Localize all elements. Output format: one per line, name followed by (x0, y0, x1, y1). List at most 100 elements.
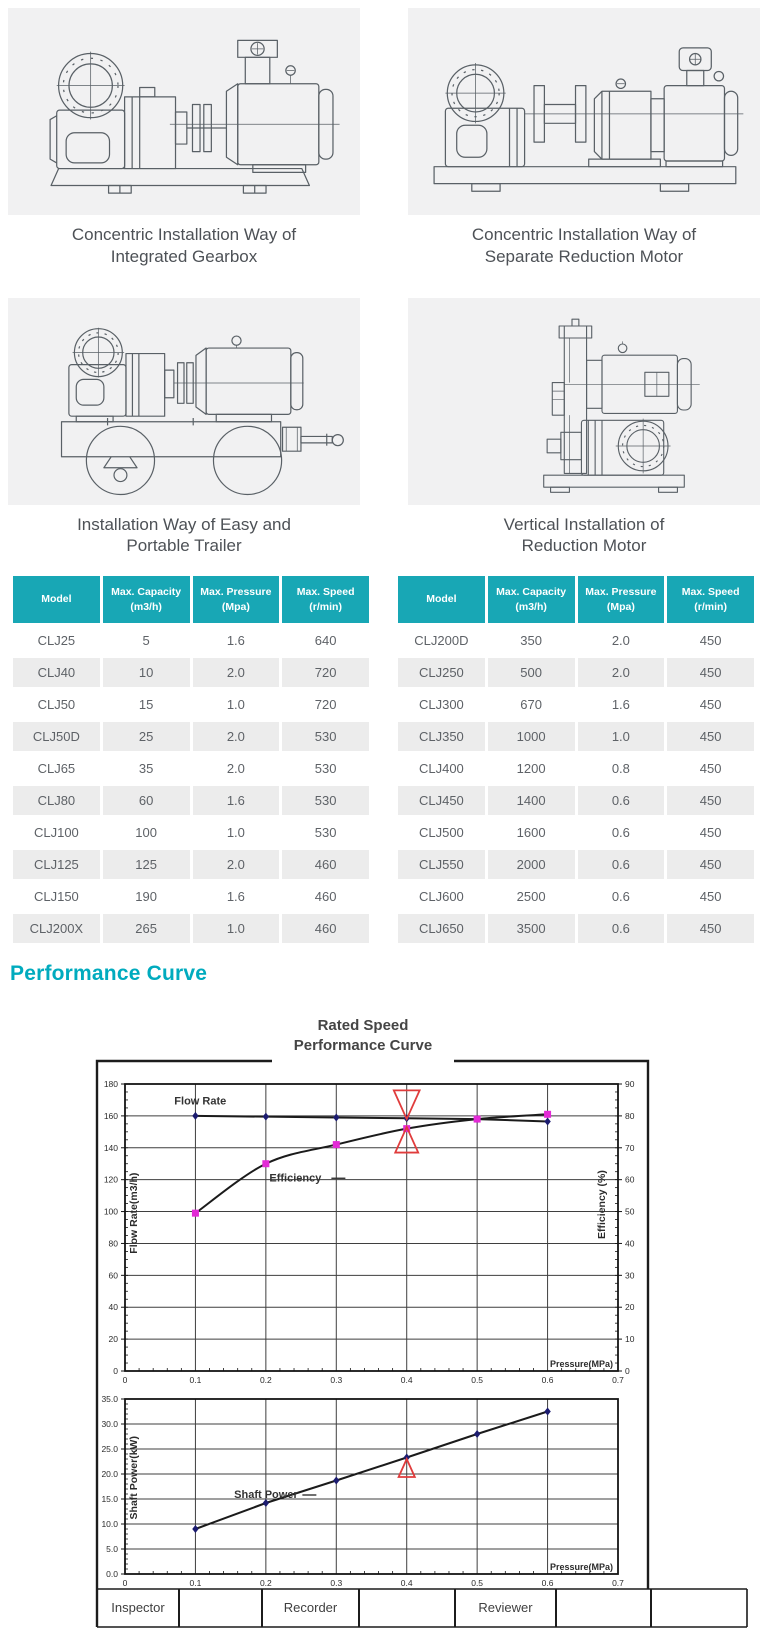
x-tick-label: 0.5 (471, 1578, 483, 1588)
column-header: Max. Capacity (m3/h) (487, 576, 575, 623)
y-tick-label-left: 0 (113, 1366, 118, 1376)
spec-cell: 1.6 (192, 626, 280, 655)
table-header: Model Max. Capacity (m3/h) Max. Pressure (Mp… (398, 576, 754, 623)
spec-cell: 35 (102, 754, 190, 783)
spec-cell: 450 (667, 658, 754, 687)
spec-table-right: Model Max. Capacity (m3/h) Max. Pressure (Mp… (395, 573, 757, 946)
spec-cell: CLJ400 (398, 754, 485, 783)
vertical-reduction-motor-pump-drawing (543, 318, 700, 493)
data-point-diamond (544, 1407, 551, 1416)
spec-cell: 1.0 (577, 722, 665, 751)
spec-cell: 450 (667, 626, 754, 655)
data-point-square (473, 1115, 481, 1123)
spec-cell: 450 (667, 690, 754, 719)
figure-image-box (408, 297, 760, 505)
spec-cell: 1.6 (192, 882, 280, 911)
spec-cell: 2.0 (577, 626, 665, 655)
spec-cell: CLJ550 (398, 850, 485, 879)
y-tick-label-left: 35.0 (101, 1394, 118, 1404)
x-tick-label: 0.7 (612, 1578, 624, 1588)
spec-cell: 530 (282, 786, 369, 815)
spec-cell: CLJ650 (398, 914, 485, 943)
spec-cell: CLJ450 (398, 786, 485, 815)
data-point-diamond (192, 1111, 199, 1120)
spec-cell: CLJ600 (398, 882, 485, 911)
figure-caption: Installation Way of Easy and Portable Tr… (8, 514, 360, 558)
red-triangle-marker (393, 1124, 420, 1154)
table-row: CLJ150 190 1.6 460 (13, 882, 369, 911)
spec-cell: CLJ125 (13, 850, 100, 879)
x-tick-label: 0.7 (612, 1375, 624, 1385)
y-tick-label-left: 25.0 (101, 1444, 118, 1454)
signature-cell-recorder: Recorder (284, 1600, 338, 1615)
installation-figures: Concentric Installation Way of Integrate… (0, 0, 770, 557)
spec-cell: 450 (667, 850, 754, 879)
x-tick-label: 0.3 (330, 1375, 342, 1385)
data-point-square (191, 1209, 199, 1217)
spec-cell: 1.6 (192, 786, 280, 815)
caption-line: Portable Trailer (126, 536, 242, 556)
caption-line: Concentric Installation Way of (471, 225, 697, 244)
chart-title-line: Performance Curve (293, 1037, 433, 1055)
x-tick-label: 0.3 (330, 1578, 342, 1588)
spec-cell: 2.0 (192, 850, 280, 879)
y-tick-label-left: 140 (104, 1143, 118, 1153)
x-axis-title: Pressure(MPa) (550, 1359, 613, 1369)
caption-line: Reduction Motor (521, 536, 647, 556)
spec-cell: 2000 (487, 850, 575, 879)
spec-cell: CLJ40 (13, 658, 100, 687)
y-axis-title-right: Efficiency (%) (596, 1170, 608, 1239)
table-row: CLJ50D 25 2.0 530 (13, 722, 369, 751)
spec-cell: 0.6 (577, 882, 665, 911)
spec-cell: CLJ250 (398, 658, 485, 687)
table-row: CLJ550 2000 0.6 450 (398, 850, 754, 879)
y-tick-label-left: 40 (109, 1302, 119, 1312)
table-row: CLJ80 60 1.6 530 (13, 786, 369, 815)
y-tick-label-right: 20 (625, 1302, 635, 1312)
y-tick-label-left: 80 (109, 1238, 119, 1248)
table-row: CLJ65 35 2.0 530 (13, 754, 369, 783)
spec-cell: 60 (102, 786, 190, 815)
caption-line: Concentric Installation Way of (71, 225, 297, 244)
spec-cell: CLJ200D (398, 626, 485, 655)
y-tick-label-right: 40 (625, 1238, 635, 1248)
spec-cell: 640 (282, 626, 369, 655)
x-tick-label: 0.4 (401, 1375, 413, 1385)
data-point-diamond (333, 1476, 340, 1485)
y-tick-label-left: 0.0 (106, 1569, 118, 1579)
spec-cell: 720 (282, 658, 369, 687)
spec-tables: Model Max. Capacity (m3/h) Max. Pressure (Mp… (0, 573, 770, 946)
figure-portable-trailer: Installation Way of Easy and Portable Tr… (8, 297, 360, 558)
column-header: Max. Pressure (Mpa) (577, 576, 665, 623)
y-tick-label-right: 0 (625, 1366, 630, 1376)
spec-cell: CLJ100 (13, 818, 100, 847)
y-axis-title-left: Flow Rate(m3/h) (128, 1173, 140, 1254)
y-tick-label-right: 30 (625, 1270, 635, 1280)
table-row: CLJ600 2500 0.6 450 (398, 882, 754, 911)
red-triangle-marker (392, 1089, 422, 1122)
spec-cell: 5 (102, 626, 190, 655)
x-tick-label: 0.5 (471, 1375, 483, 1385)
spec-cell: CLJ500 (398, 818, 485, 847)
performance-curve-chart: 0 0.1 0.2 0.3 0.4 0.5 0.6 0.7020406080100120140… (95, 1059, 748, 1628)
spec-cell: 350 (487, 626, 575, 655)
spec-cell: CLJ65 (13, 754, 100, 783)
x-tick-label: 0.1 (190, 1375, 202, 1385)
spec-cell: 100 (102, 818, 190, 847)
spec-cell: 1000 (487, 722, 575, 751)
spec-cell: 450 (667, 786, 754, 815)
series-line-efficiency (194, 1113, 548, 1214)
spec-cell: 1.0 (192, 690, 280, 719)
caption-line: Vertical Installation of (503, 514, 665, 534)
y-tick-label-left: 20.0 (101, 1469, 118, 1479)
spec-cell: CLJ350 (398, 722, 485, 751)
separate-reduction-motor-pump-drawing (433, 46, 744, 192)
y-tick-label-left: 30.0 (101, 1419, 118, 1429)
data-point-diamond (333, 1113, 340, 1122)
y-tick-label-left: 10.0 (101, 1519, 118, 1529)
spec-cell: 265 (102, 914, 190, 943)
series-line-shaft-power (195, 1410, 548, 1530)
spec-cell: CLJ25 (13, 626, 100, 655)
spec-cell: 720 (282, 690, 369, 719)
y-tick-label-right: 10 (625, 1334, 635, 1344)
